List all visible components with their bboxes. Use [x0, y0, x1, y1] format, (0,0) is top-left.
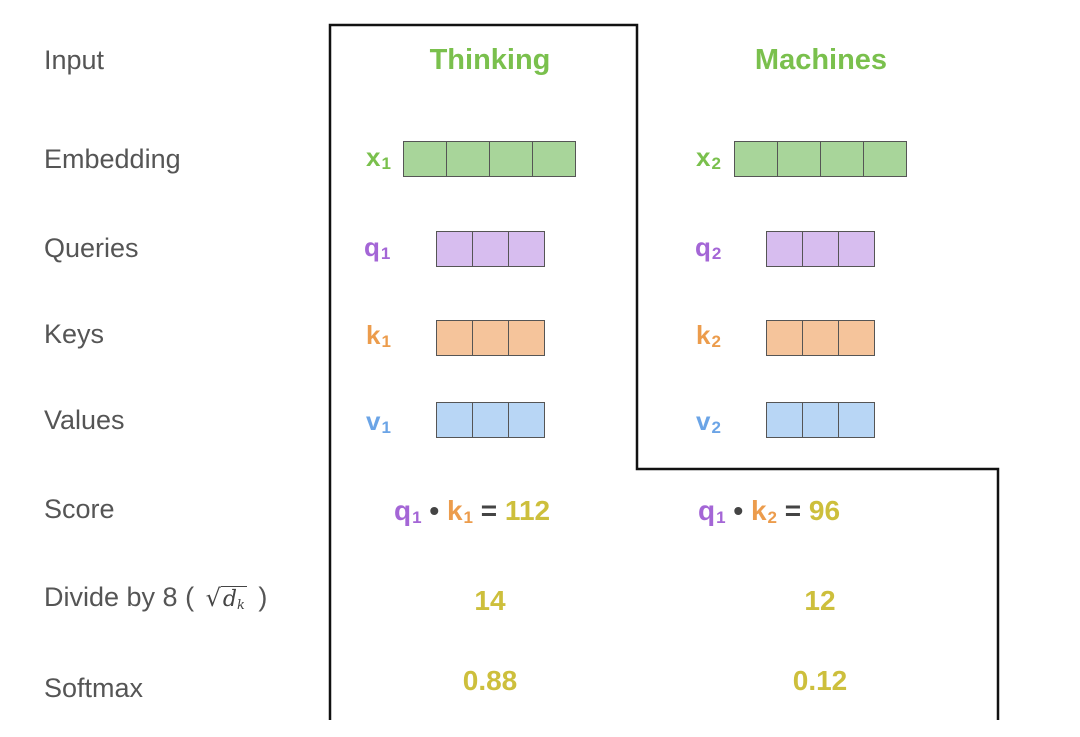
query-vector-q2 — [766, 231, 875, 267]
row-label-queries: Queries — [44, 233, 139, 263]
divide-text: Divide by 8 ( — [44, 582, 195, 612]
word-machines: Machines — [754, 44, 888, 76]
score-expression-2: q1 • k2 = 96 — [698, 495, 841, 527]
embedding-vector-x2 — [734, 141, 907, 177]
row-label-softmax: Softmax — [44, 673, 144, 703]
row-label-divide: Divide by 8 ( √dk ) — [44, 582, 267, 613]
value-vector-v1 — [436, 402, 545, 438]
score-value-2: 96 — [808, 495, 841, 526]
score-expression-1: q1 • k1 = 112 — [394, 495, 551, 527]
row-label-embedding: Embedding — [44, 144, 181, 174]
label-k2: k2 — [696, 320, 721, 351]
label-q2: q2 — [695, 232, 722, 263]
label-k1: k1 — [366, 320, 391, 351]
score-value-1: 112 — [504, 495, 551, 526]
embedding-vector-x1 — [403, 141, 576, 177]
softmax-value-1: 0.88 — [462, 665, 518, 696]
query-vector-q1 — [436, 231, 545, 267]
divide-close-paren: ) — [258, 582, 268, 612]
label-v2: v2 — [696, 406, 721, 437]
row-label-input: Input — [44, 45, 105, 75]
label-x2: x2 — [696, 142, 721, 173]
label-x1: x1 — [366, 142, 391, 173]
label-q1: q1 — [364, 232, 391, 263]
row-label-keys: Keys — [44, 319, 105, 349]
divided-value-1: 14 — [474, 585, 506, 616]
key-vector-k1 — [436, 320, 545, 356]
key-vector-k2 — [766, 320, 875, 356]
softmax-value-2: 0.12 — [792, 665, 848, 696]
sqrt-dk-formula: √dk — [205, 584, 247, 613]
label-v1: v1 — [366, 406, 391, 437]
row-label-values: Values — [44, 405, 125, 435]
divided-value-2: 12 — [804, 585, 836, 616]
row-label-score: Score — [44, 494, 115, 524]
value-vector-v2 — [766, 402, 875, 438]
word-thinking: Thinking — [429, 44, 551, 76]
